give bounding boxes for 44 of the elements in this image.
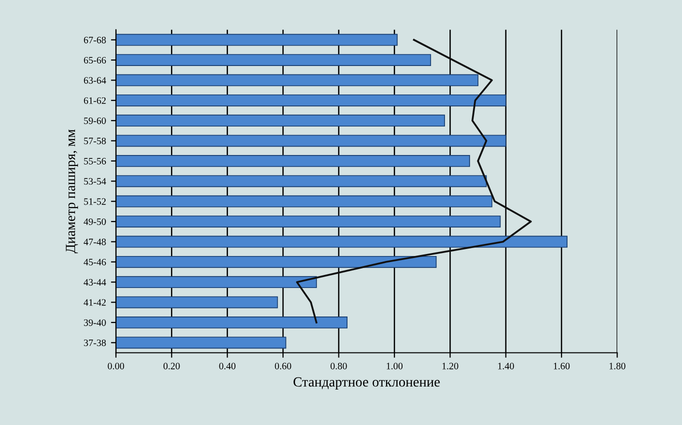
bar [116, 276, 317, 288]
y-tick-label: 49-50 [84, 218, 106, 225]
y-tick-label: 43-44 [84, 279, 106, 286]
y-tick-label: 37-38 [84, 340, 106, 346]
y-tick-label: 65-66 [84, 56, 106, 64]
y-tick-label: 53-54 [84, 178, 106, 185]
y-tick-label: 59-60 [84, 118, 106, 124]
bar [116, 195, 492, 208]
x-tick-label: 1.80 [610, 362, 626, 370]
bar [116, 256, 437, 268]
y-tick-label: 45-46 [84, 258, 106, 266]
x-tick-label: 1.20 [442, 362, 458, 370]
x-tick-label: 0.20 [164, 362, 180, 370]
bar [116, 336, 286, 349]
x-tick-label: 0.80 [330, 362, 347, 370]
bar [116, 236, 568, 248]
bar [116, 114, 445, 127]
x-axis-title: Стандартное отклонение [294, 377, 440, 390]
y-tick-label: 39-40 [84, 319, 106, 326]
bar [116, 175, 487, 188]
y-axis-title: Диаметр паширя, мм [66, 129, 78, 254]
y-tick-label: 63-64 [84, 77, 106, 84]
bar [116, 94, 506, 106]
bar [116, 154, 470, 167]
x-tick-label: 1.00 [386, 362, 403, 370]
y-tick-label: 41-42 [84, 299, 106, 306]
x-tick-label: 0.00 [108, 362, 124, 370]
bar [116, 296, 278, 308]
y-tick-label: 67-68 [84, 36, 106, 44]
x-tick-label: 1.40 [498, 362, 514, 370]
y-tick-label: 55-56 [84, 158, 106, 164]
x-tick-label: 1.60 [554, 362, 570, 370]
x-tick-label: 0.60 [274, 362, 292, 370]
bar [116, 216, 501, 228]
y-tick-label: 57-58 [84, 138, 106, 144]
bar [116, 316, 348, 328]
bar [116, 134, 506, 147]
x-tick-label: 0.40 [219, 362, 236, 370]
bar [116, 34, 398, 46]
bar [116, 74, 478, 86]
y-tick-label: 61-62 [84, 97, 106, 104]
bar [116, 54, 432, 66]
y-tick-label: 51-52 [84, 198, 106, 205]
y-tick-label: 47-48 [84, 238, 106, 246]
